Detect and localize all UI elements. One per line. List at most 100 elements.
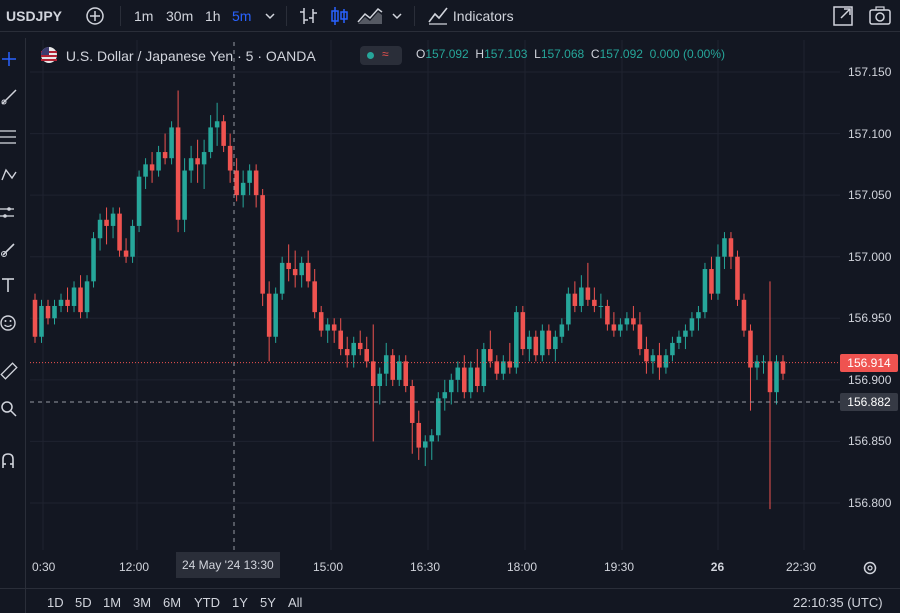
candle-body-up xyxy=(774,361,779,393)
interval-1m[interactable]: 1m xyxy=(134,8,154,24)
range-5d[interactable]: 5D xyxy=(75,595,92,610)
candle-body-down xyxy=(104,219,109,226)
zoom-icon[interactable] xyxy=(0,400,18,418)
range-1d[interactable]: 1D xyxy=(47,595,64,610)
range-all[interactable]: All xyxy=(288,595,303,610)
chevron-down-icon[interactable] xyxy=(263,0,277,32)
candle-body-down xyxy=(780,361,786,374)
range-ytd[interactable]: YTD xyxy=(194,595,220,610)
candle-body-down xyxy=(507,361,513,368)
candle-body-up xyxy=(579,287,584,306)
settings-gear-icon[interactable] xyxy=(861,559,879,577)
time-tick-label: 0:30 xyxy=(32,560,56,574)
price-tick-label: 157.100 xyxy=(848,126,892,141)
candle-body-down xyxy=(403,361,409,387)
time-tick-label: 26 xyxy=(710,560,725,574)
interval-5m[interactable]: 5m xyxy=(232,8,252,24)
candle-body-down xyxy=(592,299,597,306)
price-tick-label: 156.850 xyxy=(848,434,892,449)
candle-body-up xyxy=(722,238,727,257)
fib-retracement-icon[interactable] xyxy=(0,128,18,146)
magnet-icon[interactable] xyxy=(0,452,18,470)
candle-body-up xyxy=(273,293,278,337)
candle-body-up xyxy=(442,392,448,399)
text-icon[interactable] xyxy=(0,276,18,294)
utc-clock[interactable]: 22:10:35 (UTC) xyxy=(793,595,883,610)
range-3m[interactable]: 3M xyxy=(133,595,152,610)
candle-body-up xyxy=(214,121,220,128)
candle-body-down xyxy=(123,250,129,257)
market-status-badge[interactable]: ≈ xyxy=(360,46,402,65)
range-6m[interactable]: 6M xyxy=(163,595,182,610)
crosshair-time-label: 24 May '24 13:30 xyxy=(176,552,280,578)
candle-body-up xyxy=(58,299,64,306)
candle-body-down xyxy=(644,349,649,362)
prediction-icon[interactable] xyxy=(0,204,18,222)
candle-body-down xyxy=(318,312,324,331)
candle-body-down xyxy=(266,293,272,337)
candle-body-up xyxy=(201,152,207,165)
candle-body-up xyxy=(715,256,721,294)
candle-body-up xyxy=(97,219,103,239)
range-1y[interactable]: 1Y xyxy=(232,595,248,610)
candle-body-down xyxy=(162,152,168,159)
candle-body-up xyxy=(188,158,194,171)
price-tick-label: 157.050 xyxy=(848,188,892,203)
candle-body-up xyxy=(559,324,565,337)
candle-body-down xyxy=(338,330,343,350)
candle-body-down xyxy=(494,361,500,374)
trend-line-icon[interactable] xyxy=(0,88,18,106)
candle-body-up xyxy=(377,373,383,387)
candle-body-down xyxy=(364,349,369,362)
candle-body-up xyxy=(650,355,656,362)
candle-body-down xyxy=(370,361,376,387)
bar-style-icon[interactable] xyxy=(298,0,320,32)
indicators-button[interactable]: Indicators xyxy=(427,0,514,32)
interval-1h[interactable]: 1h xyxy=(205,8,221,24)
candle-body-up xyxy=(247,170,252,183)
crosshair-icon[interactable] xyxy=(0,50,18,68)
range-1m[interactable]: 1M xyxy=(103,595,122,610)
candle-body-down xyxy=(344,349,350,356)
crosshair-price-badge: 156.882 xyxy=(840,393,898,411)
interval-30m[interactable]: 30m xyxy=(166,8,194,24)
candle-body-down xyxy=(149,164,155,171)
fullscreen-icon[interactable] xyxy=(832,0,854,32)
candle-body-up xyxy=(136,176,142,226)
candle-body-down xyxy=(260,195,265,294)
candle-body-up xyxy=(71,287,77,306)
candle-body-up xyxy=(351,342,356,356)
emoji-icon[interactable] xyxy=(0,314,18,332)
compare-add-icon[interactable] xyxy=(84,0,106,32)
candle-body-up xyxy=(156,152,161,171)
market-open-dot xyxy=(367,52,374,59)
candle-body-down xyxy=(305,262,311,282)
candle-body-down xyxy=(409,386,415,423)
price-tick-label: 157.150 xyxy=(848,65,892,79)
symbol-search-button[interactable]: USDJPY xyxy=(6,8,63,24)
candle-body-down xyxy=(728,238,734,257)
camera-icon[interactable] xyxy=(868,0,892,32)
chevron-down-icon[interactable] xyxy=(390,0,404,32)
last-price-badge: 156.914 xyxy=(840,353,898,372)
range-5y[interactable]: 5Y xyxy=(260,595,276,610)
candle-body-up xyxy=(663,355,669,368)
brush-icon[interactable] xyxy=(0,240,18,258)
candle-body-up xyxy=(299,262,304,276)
candle-body-down xyxy=(45,305,51,319)
candle-body-up xyxy=(422,441,428,448)
candle-body-down xyxy=(709,269,714,294)
candle-body-up xyxy=(91,238,96,282)
candle-body-up xyxy=(566,293,571,325)
close-value: 157.092 xyxy=(599,47,643,61)
area-style-icon[interactable] xyxy=(356,0,384,32)
candle-body-down xyxy=(741,299,747,331)
candle-body-up xyxy=(396,361,402,380)
candles-style-icon[interactable] xyxy=(328,0,350,32)
ruler-icon[interactable] xyxy=(0,362,18,380)
pattern-icon[interactable] xyxy=(0,166,18,184)
time-tick-label: 12:00 xyxy=(119,560,150,574)
symbol-title[interactable]: U.S. Dollar / Japanese Yen · 5 · OANDA xyxy=(65,48,316,64)
bottom-toolbar: 1D 5D 1M 3M 6M YTD 1Y 5Y All 22:10:35 (U… xyxy=(0,588,900,613)
